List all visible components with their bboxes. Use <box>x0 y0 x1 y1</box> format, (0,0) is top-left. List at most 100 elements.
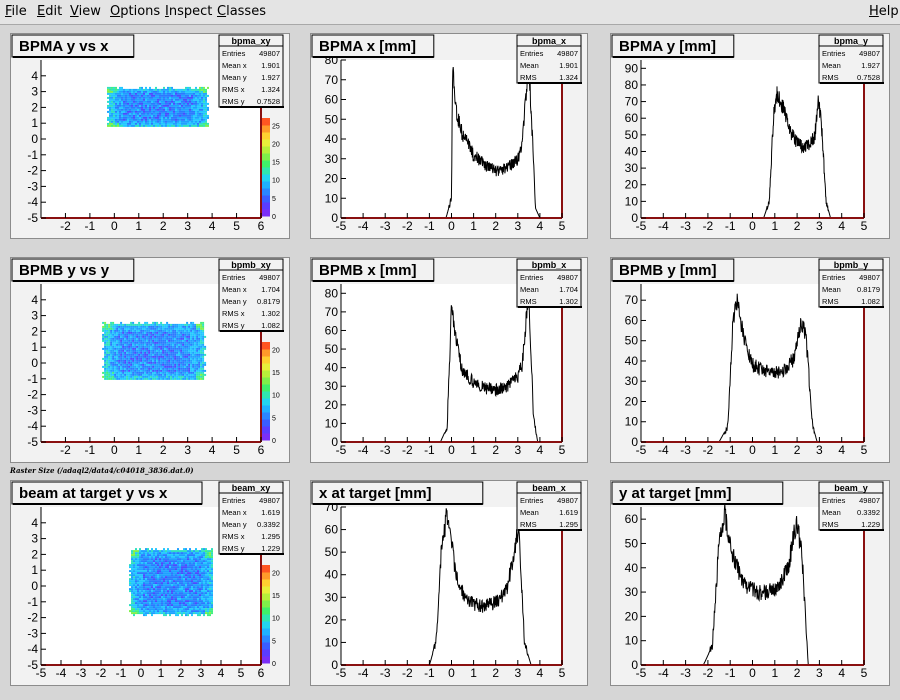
heatmap-cell <box>175 112 177 115</box>
heatmap-cell <box>211 578 213 581</box>
pad-beam-y[interactable]: -5 -4 -3 -2 -1 0 1 2 3 4 5 0 10 20 30 40 50 60 y at target… <box>610 480 890 686</box>
heatmap-cell <box>138 351 141 354</box>
heatmap-cell <box>179 112 181 115</box>
heatmap-cell <box>187 124 189 127</box>
heatmap-cell <box>182 343 185 346</box>
pad-bpma-y[interactable]: -5 -4 -3 -2 -1 0 1 2 3 4 5 0 10 20 30 40 50 60 70 80 90 BPMA … <box>610 33 890 239</box>
heatmap-cell <box>131 124 133 127</box>
heatmap-cell <box>139 578 141 581</box>
heatmap-cell <box>125 92 127 95</box>
heatmap-cell <box>127 114 129 117</box>
heatmap-cell <box>176 369 179 372</box>
heatmap-cell <box>136 327 139 330</box>
menu-file[interactable]: File <box>5 4 27 19</box>
heatmap-cell <box>183 116 185 119</box>
heatmap-cell <box>114 343 117 346</box>
heatmap-cell <box>172 345 175 348</box>
menu-options[interactable]: Options <box>110 4 161 19</box>
heatmap-cell <box>150 343 153 346</box>
heatmap-cell <box>160 349 163 352</box>
heatmap-cell <box>102 333 105 336</box>
heatmap-cell <box>195 590 197 593</box>
heatmap-cell <box>149 604 151 607</box>
heatmap-cell <box>171 92 173 95</box>
heatmap-cell <box>130 351 133 354</box>
chart-title: BPMB y vs y <box>11 258 135 282</box>
heatmap-cell <box>120 363 123 366</box>
heatmap-cell <box>137 598 139 601</box>
heatmap-cell <box>172 343 175 346</box>
root-canvas[interactable]: 0 5 10 15 20 25 -2 -1 0 1 2 3 4 5 6 -5 -4 -3 -2 -1 0 1 2 3 4 BPMA… <box>0 25 900 700</box>
heatmap-cell <box>147 610 149 613</box>
heatmap-cell <box>157 598 159 601</box>
heatmap-cell <box>174 327 177 330</box>
heatmap-cell <box>199 124 201 127</box>
menu-view[interactable]: View <box>70 4 101 19</box>
heatmap-cell <box>147 548 149 551</box>
heatmap-cell <box>180 361 183 364</box>
heatmap-cell <box>116 343 119 346</box>
heatmap-cell <box>146 369 149 372</box>
heatmap-cell <box>148 359 151 362</box>
heatmap-cell <box>186 365 189 368</box>
pad-beam-x[interactable]: -5 -4 -3 -2 -1 0 1 2 3 4 5 0 10 20 30 40 50 60 70 x at targ… <box>310 480 588 686</box>
heatmap-cell <box>154 373 157 376</box>
menu-edit[interactable]: Edit <box>37 4 63 19</box>
heatmap-cell <box>141 118 143 121</box>
heatmap-cell <box>137 574 139 577</box>
heatmap-cell <box>182 357 185 360</box>
pad-bpmb-y[interactable]: -5 -4 -3 -2 -1 0 1 2 3 4 5 0 10 20 30 40 50 60 70 BPMB y [m… <box>610 257 890 463</box>
heatmap-cell <box>161 584 163 587</box>
heatmap-cell <box>201 608 203 611</box>
heatmap-cell <box>134 341 137 344</box>
heatmap-cell <box>172 371 175 374</box>
heatmap-cell <box>143 98 145 101</box>
heatmap-cell <box>183 600 185 603</box>
menu-inspect[interactable]: Inspect <box>165 4 213 19</box>
heatmap-cell <box>187 94 189 97</box>
pad-beam-xy[interactable]: 0 5 10 15 20 -5 -4 -3 -2 -1 0 1 2 3 4 5 6 -5 -4 -3 -2 -1 0 1 2 3 4… <box>10 480 290 686</box>
y-tick-label: 50 <box>625 536 639 550</box>
heatmap-cell <box>165 570 167 573</box>
heatmap-cell <box>145 86 147 89</box>
heatmap-cell <box>129 124 131 127</box>
heatmap-cell <box>192 331 195 334</box>
heatmap-cell <box>149 600 151 603</box>
heatmap-cell <box>181 576 183 579</box>
y-tick-label: 10 <box>325 191 339 205</box>
heatmap-cell <box>197 114 199 117</box>
pad-bpmb-xy[interactable]: 0 5 10 15 20 -2 -1 0 1 2 3 4 5 6 -5 -4 -3 -2 -1 0 1 2 3 4 BPMB y… <box>10 257 290 463</box>
heatmap-cell <box>133 572 135 575</box>
heatmap-cell <box>169 112 171 115</box>
heatmap-cell <box>144 353 147 356</box>
heatmap-cell <box>139 118 141 121</box>
heatmap-cell <box>173 598 175 601</box>
heatmap-cell <box>155 560 157 563</box>
heatmap-cell <box>198 327 201 330</box>
heatmap-cell <box>199 604 201 607</box>
pad-bpmb-x[interactable]: -5 -4 -3 -2 -1 0 1 2 3 4 5 0 10 20 30 40 50 60 70 80 BPMB x … <box>310 257 588 463</box>
heatmap-cell <box>160 351 163 354</box>
heatmap-cell <box>189 588 191 591</box>
heatmap-cell <box>199 88 201 91</box>
raster-caption: Raster Size (/adaql2/data4/c04018_3836.d… <box>10 466 194 475</box>
heatmap-cell <box>172 359 175 362</box>
heatmap-cell <box>205 104 207 107</box>
heatmap-cell <box>113 122 115 125</box>
pad-bpma-xy[interactable]: 0 5 10 15 20 25 -2 -1 0 1 2 3 4 5 6 -5 -4 -3 -2 -1 0 1 2 3 4 BPMA… <box>10 33 290 239</box>
heatmap-cell <box>143 564 145 567</box>
heatmap-cell <box>179 104 181 107</box>
heatmap-cell <box>122 325 125 328</box>
heatmap-cell <box>121 88 123 91</box>
stats-label: Mean <box>520 508 539 517</box>
menu-classes[interactable]: Classes <box>217 4 266 19</box>
pad-bpma-x[interactable]: -5 -4 -3 -2 -1 0 1 2 3 4 5 0 10 20 30 40 50 60 70 80 BPMA x … <box>310 33 588 239</box>
heatmap-cell <box>133 588 135 591</box>
heatmap-cell <box>156 335 159 338</box>
heatmap-cell <box>108 373 111 376</box>
heatmap-cell <box>138 353 141 356</box>
menu-help[interactable]: Help <box>869 4 899 19</box>
heatmap-cell <box>168 351 171 354</box>
heatmap-cell <box>193 580 195 583</box>
